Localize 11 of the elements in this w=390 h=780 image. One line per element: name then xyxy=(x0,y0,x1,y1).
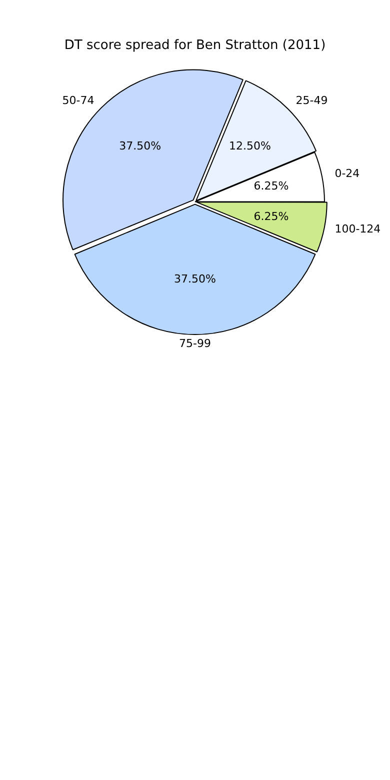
data-label: 12.50% xyxy=(228,140,271,153)
slice-label: 50-74 xyxy=(62,94,94,107)
slice-label: 25-49 xyxy=(296,94,328,107)
data-label: 37.50% xyxy=(119,140,162,153)
data-label: 6.25% xyxy=(254,180,289,192)
data-label: 6.25% xyxy=(254,210,289,223)
chart-title: DT score spread for Ben Stratton (2011) xyxy=(64,38,326,54)
slice-label: 75-99 xyxy=(179,337,211,350)
slice-label: 0-24 xyxy=(334,166,360,180)
data-label: 37.50% xyxy=(174,272,216,286)
slice-label: 100-124 xyxy=(334,222,381,236)
